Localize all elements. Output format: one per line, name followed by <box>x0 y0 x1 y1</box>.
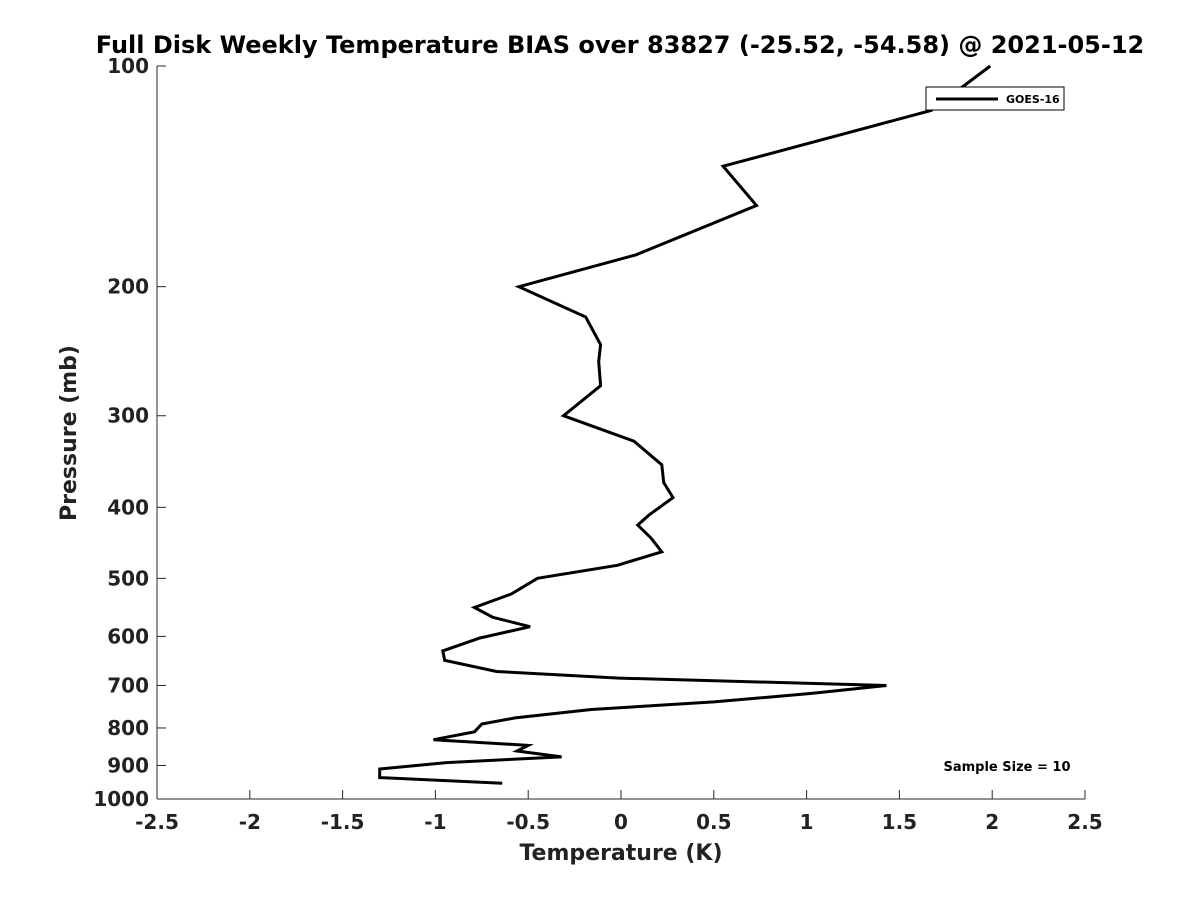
x-tick-label: -2 <box>239 810 261 834</box>
y-tick-label: 300 <box>107 404 149 428</box>
x-tick-label: 0.5 <box>696 810 731 834</box>
y-tick-label: 900 <box>107 753 149 777</box>
y-tick-label: 700 <box>107 673 149 697</box>
x-tick-label: -0.5 <box>506 810 550 834</box>
x-tick-label: 1.5 <box>882 810 917 834</box>
legend-label: GOES-16 <box>1006 93 1060 106</box>
x-tick-label: 1 <box>800 810 814 834</box>
sample-size-annotation: Sample Size = 10 <box>943 760 1070 775</box>
x-axis-label: Temperature (K) <box>519 841 722 866</box>
y-tick-label: 1000 <box>93 787 149 811</box>
series-line-goes-16 <box>378 64 992 785</box>
chart-title: Full Disk Weekly Temperature BIAS over 8… <box>96 31 1144 59</box>
y-axis-ticks: 100 200 300 400 500 600 700 800 900 1000 <box>93 54 166 811</box>
y-axis-label: Pressure (mb) <box>57 345 82 521</box>
y-tick-label: 200 <box>107 275 149 299</box>
y-tick-label: 600 <box>107 624 149 648</box>
y-tick-label: 100 <box>107 54 149 78</box>
x-tick-label: -2.5 <box>135 810 179 834</box>
x-tick-label: 2.5 <box>1067 810 1102 834</box>
x-tick-label: 2 <box>985 810 999 834</box>
y-tick-label: 500 <box>107 566 149 590</box>
x-tick-label: -1 <box>424 810 446 834</box>
legend: GOES-16 <box>925 86 1065 111</box>
x-tick-label: 0 <box>614 810 628 834</box>
plot-axes <box>156 66 1085 800</box>
series-layer <box>378 64 992 785</box>
y-tick-label: 800 <box>107 716 149 740</box>
y-tick-label: 400 <box>107 495 149 519</box>
x-tick-label: -1.5 <box>321 810 365 834</box>
x-axis-ticks: -2.5 -2 -1.5 -1 -0.5 0 0.5 1 1.5 2 2.5 <box>135 790 1103 834</box>
